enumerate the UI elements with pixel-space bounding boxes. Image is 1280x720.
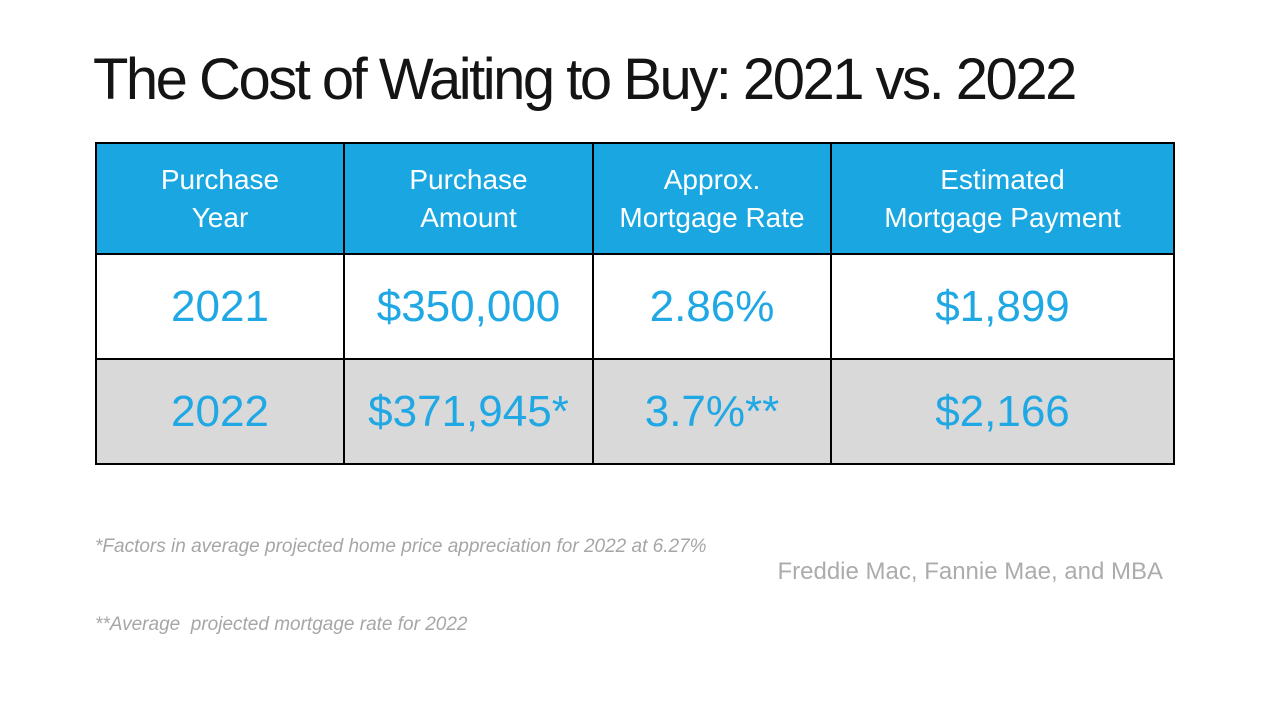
- header-mortgage-rate-line2: Mortgage Rate: [619, 201, 805, 233]
- table-header-row: Purchase Year Purchase Amount Approx. Mo…: [95, 142, 1175, 255]
- cell-2021-amount: $350,000: [343, 253, 594, 360]
- header-mortgage-payment-line1: Estimated: [940, 163, 1065, 195]
- header-purchase-year-line1: Purchase: [160, 163, 280, 195]
- footnotes: *Factors in average projected home price…: [95, 482, 707, 690]
- slide-title: The Cost of Waiting to Buy: 2021 vs. 202…: [93, 47, 1077, 112]
- header-mortgage-payment: Estimated Mortgage Payment: [830, 142, 1175, 255]
- footnote-price-appreciation: *Factors in average projected home price…: [95, 536, 707, 557]
- cell-2021-rate: 2.86%: [592, 253, 832, 360]
- cell-2021-year: 2021: [95, 253, 345, 360]
- cell-2022-amount: $371,945*: [343, 358, 594, 465]
- source-credit: Freddie Mac, Fannie Mae, and MBA: [777, 558, 1163, 585]
- header-mortgage-rate-line1: Approx.: [663, 163, 761, 195]
- cell-2021-payment: $1,899: [830, 253, 1175, 360]
- header-mortgage-rate: Approx. Mortgage Rate: [592, 142, 832, 255]
- header-purchase-amount-line2: Amount: [420, 201, 517, 233]
- table-row-2022: 2022 $371,945* 3.7%** $2,166: [95, 358, 1175, 465]
- header-mortgage-payment-line2: Mortgage Payment: [884, 201, 1121, 233]
- table-row-2021: 2021 $350,000 2.86% $1,899: [95, 253, 1175, 360]
- cell-2022-year: 2022: [95, 358, 345, 465]
- footnote-mortgage-rate: **Average projected mortgage rate for 20…: [95, 614, 468, 635]
- header-purchase-amount: Purchase Amount: [343, 142, 594, 255]
- cell-2022-rate: 3.7%**: [592, 358, 832, 465]
- cell-2022-payment: $2,166: [830, 358, 1175, 465]
- header-purchase-year: Purchase Year: [95, 142, 345, 255]
- cost-comparison-table: Purchase Year Purchase Amount Approx. Mo…: [95, 142, 1175, 465]
- header-purchase-year-line2: Year: [191, 201, 249, 233]
- header-purchase-amount-line1: Purchase: [409, 163, 528, 195]
